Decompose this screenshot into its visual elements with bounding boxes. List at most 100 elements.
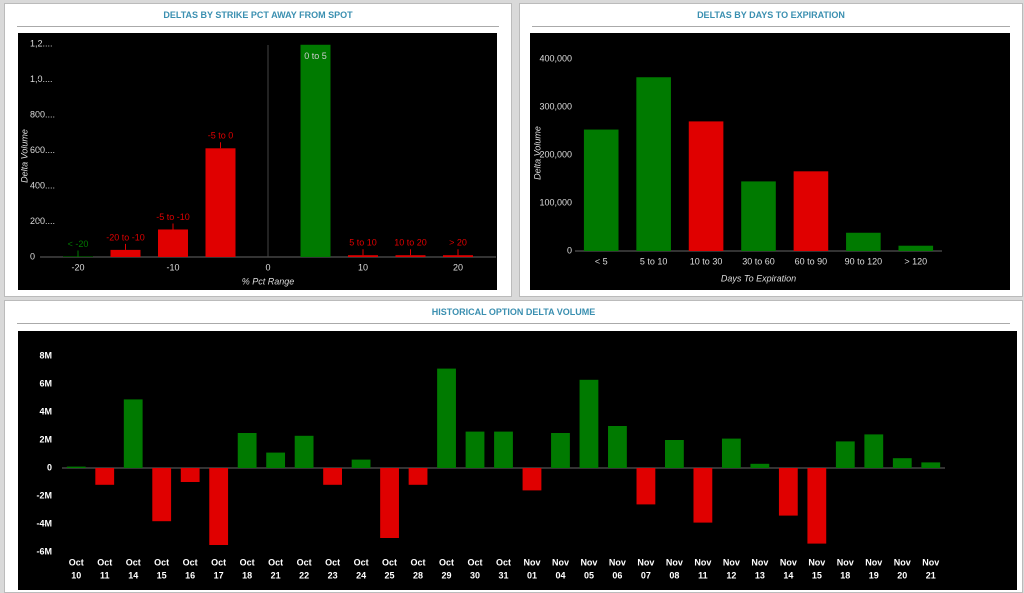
x-tick-label: 60 to 90 <box>795 256 828 266</box>
bar <box>95 468 115 485</box>
x-tick-label: 18 <box>840 570 850 580</box>
y-tick-label: 0 <box>30 251 35 261</box>
x-tick-label: 21 <box>926 570 936 580</box>
bar <box>579 379 599 468</box>
x-tick-label: Oct <box>411 557 426 567</box>
bar <box>152 468 172 522</box>
x-tick-label: 16 <box>185 570 195 580</box>
x-tick-label: 12 <box>726 570 736 580</box>
bar <box>205 148 236 257</box>
y-tick-label: 0 <box>567 245 572 255</box>
y-tick-label: 200,000 <box>539 149 572 159</box>
x-tick-label: 21 <box>271 570 281 580</box>
x-tick-label: 01 <box>527 570 537 580</box>
x-tick-label: 19 <box>869 570 879 580</box>
bar-label: < -20 <box>68 239 89 249</box>
x-tick-label: Oct <box>126 557 141 567</box>
bar <box>583 129 619 251</box>
x-tick-label: 18 <box>242 570 252 580</box>
y-tick-label: 6M <box>39 378 52 388</box>
x-tick-label: Oct <box>496 557 511 567</box>
bar <box>408 468 428 485</box>
x-tick-label: 07 <box>641 570 651 580</box>
x-tick-label: Nov <box>609 557 626 567</box>
y-tick-label: 1,2.... <box>30 38 53 48</box>
bar <box>110 249 141 257</box>
x-tick-label: 06 <box>612 570 622 580</box>
x-tick-label: Nov <box>751 557 768 567</box>
bar <box>688 121 724 252</box>
x-tick-label: Oct <box>439 557 454 567</box>
x-tick-label: Nov <box>780 557 797 567</box>
bar <box>180 468 200 482</box>
x-tick-label: 5 to 10 <box>640 256 668 266</box>
bar <box>443 255 473 257</box>
x-tick-label: 14 <box>128 570 138 580</box>
x-tick-label: Oct <box>325 557 340 567</box>
x-tick-label: 23 <box>328 570 338 580</box>
bar <box>807 468 827 544</box>
x-tick-label: > 120 <box>904 256 927 266</box>
bar <box>892 458 912 468</box>
x-tick-label: 20 <box>897 570 907 580</box>
panel-title: HISTORICAL OPTION DELTA VOLUME <box>431 307 596 317</box>
x-tick-label: 29 <box>442 570 452 580</box>
bar <box>158 229 188 257</box>
x-tick-label: 14 <box>783 570 793 580</box>
x-tick-label: Oct <box>69 557 84 567</box>
y-tick-label: 8M <box>39 350 52 360</box>
y-axis-title: Delta Volume <box>532 126 542 180</box>
panel-title: DELTAS BY DAYS TO EXPIRATION <box>697 10 845 20</box>
x-tick-label: Nov <box>865 557 882 567</box>
x-tick-label: 11 <box>698 570 708 580</box>
y-tick-label: 2M <box>39 434 52 444</box>
x-tick-label: Nov <box>723 557 740 567</box>
bar-label: 10 to 20 <box>394 238 427 248</box>
bar <box>898 245 934 251</box>
bar-label: -20 to -10 <box>106 232 145 242</box>
bar <box>636 468 656 505</box>
x-axis-title: Days To Expiration <box>721 273 796 283</box>
bar-label: > 20 <box>449 238 467 248</box>
x-tick-label: Nov <box>552 557 569 567</box>
x-tick-label: Oct <box>97 557 112 567</box>
x-tick-label: -10 <box>166 262 179 272</box>
y-tick-label: 200.... <box>30 216 55 226</box>
x-tick-label: Oct <box>211 557 226 567</box>
bar <box>636 77 671 252</box>
x-tick-label: 15 <box>812 570 822 580</box>
bar <box>237 433 257 468</box>
bar <box>522 468 542 491</box>
x-tick-label: Nov <box>808 557 825 567</box>
y-tick-label: 400.... <box>30 180 55 190</box>
x-tick-label: 13 <box>755 570 765 580</box>
bar-label: 5 to 10 <box>349 238 377 248</box>
bar <box>846 232 881 251</box>
x-tick-label: 22 <box>299 570 309 580</box>
panel-title: DELTAS BY STRIKE PCT AWAY FROM SPOT <box>163 10 353 20</box>
x-tick-label: Oct <box>297 557 312 567</box>
x-tick-label: Nov <box>894 557 911 567</box>
bar <box>465 431 485 468</box>
bar <box>494 431 513 468</box>
x-axis-title: % Pct Range <box>242 276 295 286</box>
y-tick-label: -2M <box>37 490 53 500</box>
x-tick-label: 28 <box>413 570 423 580</box>
x-tick-label: 0 <box>265 262 270 272</box>
bar <box>750 463 770 468</box>
x-tick-label: Nov <box>637 557 654 567</box>
x-tick-label: Oct <box>468 557 483 567</box>
x-tick-label: Oct <box>354 557 369 567</box>
bar <box>294 435 314 468</box>
y-tick-label: -6M <box>37 546 53 556</box>
bar <box>437 368 456 468</box>
y-tick-label: 800.... <box>30 109 55 119</box>
x-tick-label: Nov <box>837 557 854 567</box>
bar <box>380 468 399 538</box>
y-tick-label: -4M <box>37 518 53 528</box>
y-tick-label: 1,0.... <box>30 74 53 84</box>
x-tick-label: Oct <box>268 557 283 567</box>
x-tick-label: 24 <box>356 570 366 580</box>
x-tick-label: -20 <box>71 262 84 272</box>
bar-label: -5 to -10 <box>156 212 190 222</box>
